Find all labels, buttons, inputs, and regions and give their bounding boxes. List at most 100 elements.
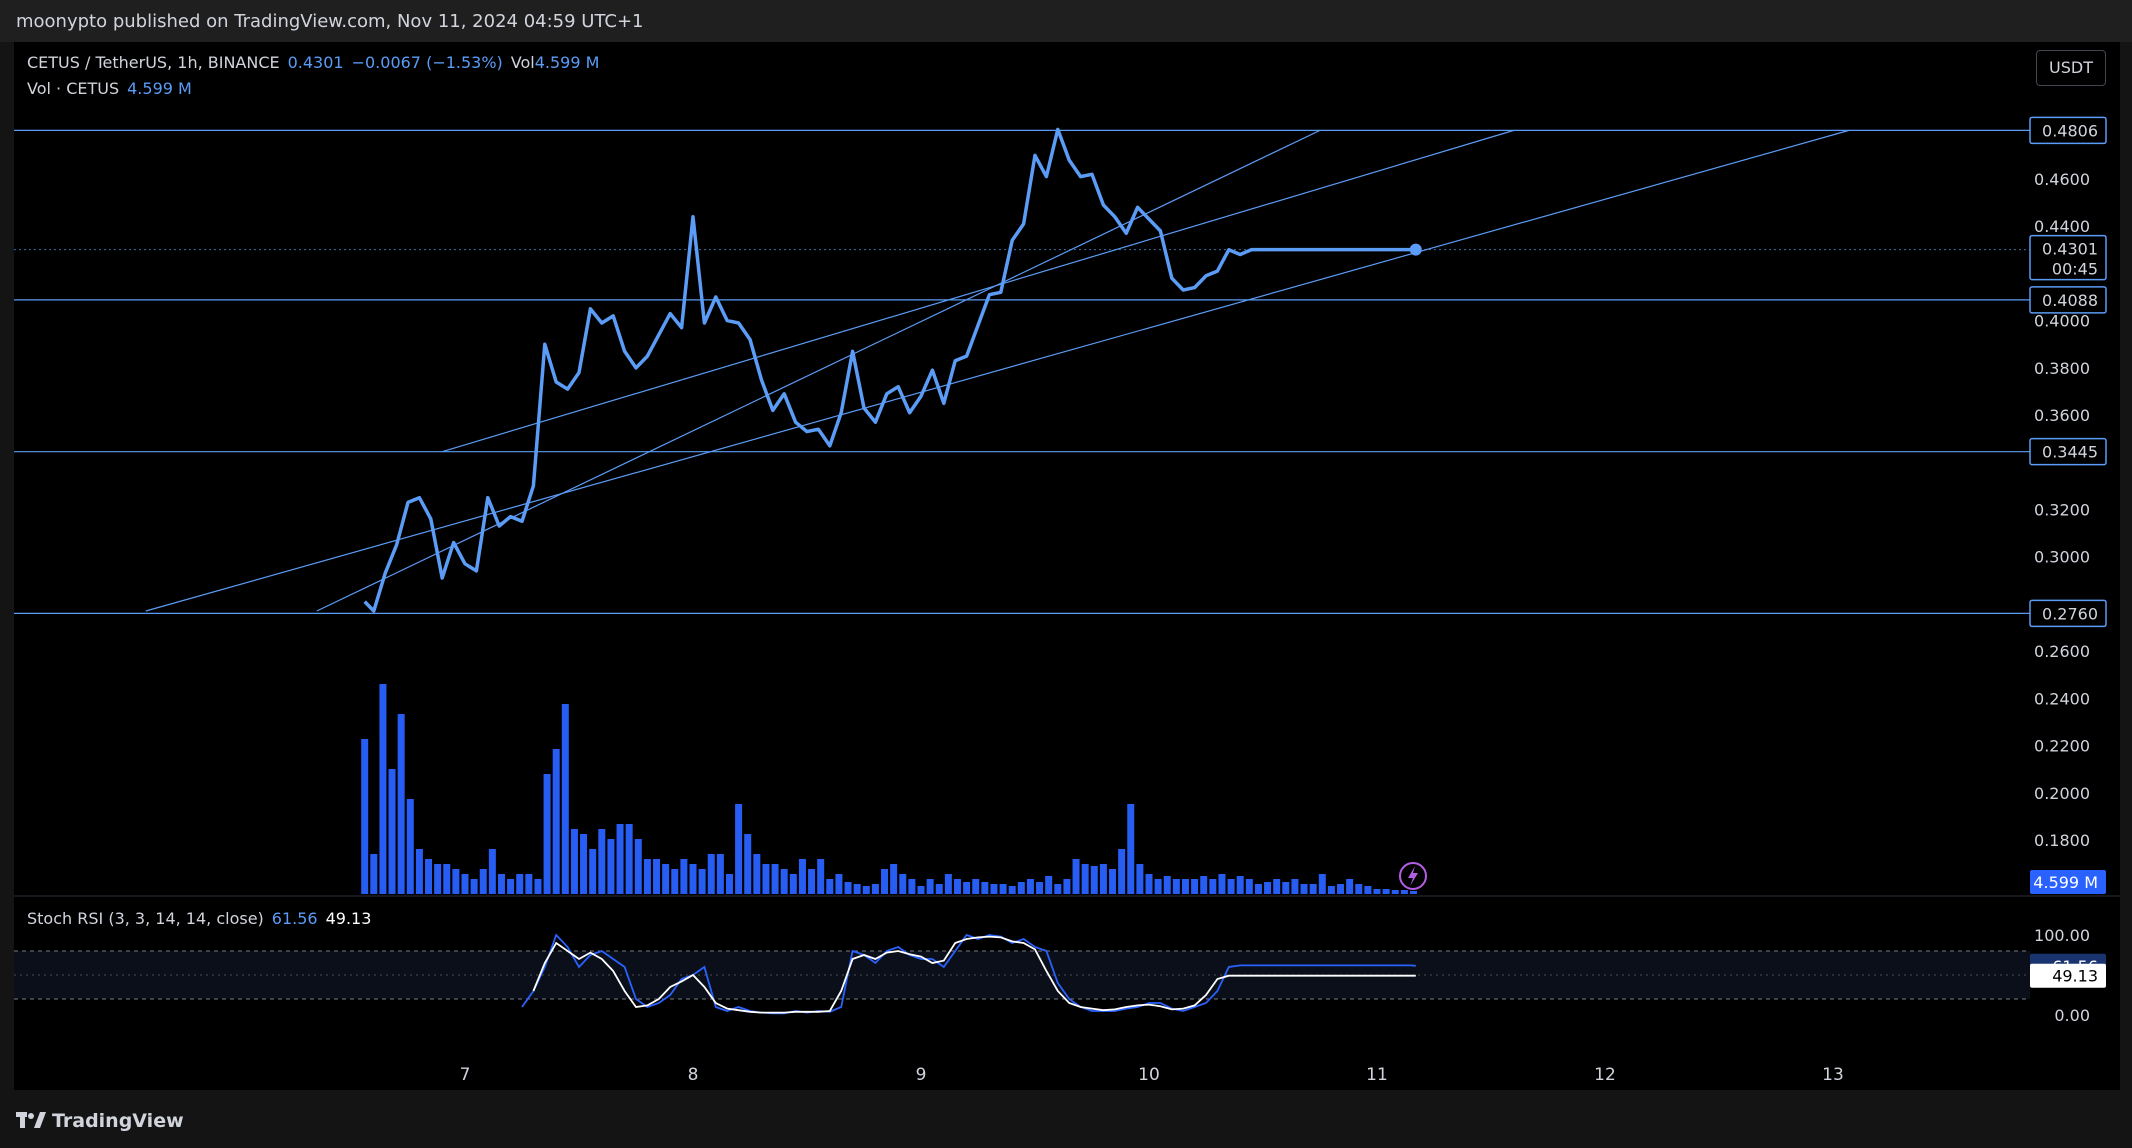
stoch-axis-tick: 0.00 [2054, 1006, 2090, 1025]
volume-bar [789, 874, 797, 894]
symbol-name[interactable]: CETUS / TetherUS, 1h, BINANCE [27, 53, 280, 72]
volume-bar [1209, 879, 1217, 894]
time-axis-tick: 13 [1822, 1065, 1844, 1085]
volume-bar [926, 879, 934, 894]
volume-bar [908, 879, 916, 894]
volume-bar [415, 849, 423, 894]
vol-row-label[interactable]: Vol · CETUS [27, 79, 120, 98]
volume-bar [561, 704, 569, 894]
volume-bar [1400, 890, 1408, 894]
volume-bar [917, 886, 925, 894]
volume-bar [379, 684, 387, 894]
level-price-label: 0.4806 [2042, 121, 2098, 140]
volume-bar [634, 839, 642, 894]
volume-bar [735, 804, 743, 894]
volume-bar [370, 854, 378, 894]
channel-trend-line [145, 129, 1850, 612]
volume-bar [1045, 876, 1053, 894]
price-axis-tick: 0.3000 [2034, 548, 2090, 567]
currency-button[interactable]: USDT [2036, 50, 2106, 86]
volume-bar [1382, 889, 1390, 894]
volume-bar [516, 874, 524, 894]
time-axis-tick: 7 [460, 1065, 471, 1085]
volume-bar [497, 874, 505, 894]
volume-bar [990, 884, 998, 894]
vol-label: Vol [510, 53, 535, 72]
volume-legend: Vol · CETUS 4.599 M [27, 79, 200, 98]
volume-bar [1227, 879, 1235, 894]
volume-bar [1337, 884, 1345, 894]
volume-bar [452, 869, 460, 894]
volume-bar [643, 859, 651, 894]
volume-bar [780, 869, 788, 894]
tradingview-brand[interactable]: TradingView [16, 1110, 184, 1133]
volume-bar [1136, 864, 1144, 894]
volume-bar [972, 879, 980, 894]
volume-bar [552, 749, 560, 894]
volume-bar [1364, 886, 1372, 894]
chart-area[interactable] [14, 42, 2120, 1090]
volume-bar [844, 882, 852, 894]
volume-bar [406, 799, 414, 894]
volume-bar [1327, 886, 1335, 894]
price-axis-tick: 0.3600 [2034, 406, 2090, 425]
stoch-legend: Stoch RSI (3, 3, 14, 14, close) 61.56 49.1… [27, 909, 379, 928]
price-axis-tick: 0.4000 [2034, 312, 2090, 331]
volume-bar [479, 869, 487, 894]
volume-bar [1300, 884, 1308, 894]
lightning-bolt-icon [1408, 866, 1418, 886]
volume-bar [625, 824, 633, 894]
time-axis-tick: 9 [916, 1065, 927, 1085]
stoch-d-value: 49.13 [325, 909, 372, 928]
volume-bar [1054, 884, 1062, 894]
tradingview-logo-icon [16, 1111, 46, 1133]
volume-bar [725, 874, 733, 894]
volume-bar [671, 869, 679, 894]
volume-bar [534, 879, 542, 894]
stoch-k-line [521, 933, 1416, 1015]
volume-bar [963, 882, 971, 894]
volume-bar [744, 834, 752, 894]
price-axis-tick: 0.2400 [2034, 689, 2090, 708]
stoch-label[interactable]: Stoch RSI (3, 3, 14, 14, close) [27, 909, 264, 928]
volume-bar [826, 879, 834, 894]
volume-bar [425, 859, 433, 894]
volume-bar [570, 829, 578, 894]
volume-bar [981, 882, 989, 894]
volume-current-label: 4.599 M [2033, 873, 2098, 892]
volume-bar [753, 854, 761, 894]
volume-bar [1309, 884, 1317, 894]
level-price-label-box [2029, 286, 2107, 314]
volume-bar [808, 869, 816, 894]
volume-bar [589, 849, 597, 894]
price-axis-tick: 0.3200 [2034, 501, 2090, 520]
volume-bar [1118, 849, 1126, 894]
vol-value: 4.599 M [534, 53, 600, 72]
symbol-legend: CETUS / TetherUS, 1h, BINANCE 0.4301 −0.00… [27, 53, 607, 72]
volume-bar [507, 879, 515, 894]
price-axis-tick: 0.4400 [2034, 217, 2090, 236]
channel-trend-line [316, 129, 1321, 612]
volume-bar [835, 874, 843, 894]
channel-trend-line [442, 129, 1514, 453]
volume-bar [1291, 879, 1299, 894]
volume-bar [397, 714, 405, 894]
volume-bar [1145, 874, 1153, 894]
price-axis-tick: 0.3800 [2034, 359, 2090, 378]
price-axis-tick: 0.2600 [2034, 642, 2090, 661]
volume-label-box [2030, 870, 2106, 894]
volume-bar [443, 864, 451, 894]
time-axis-tick: 11 [1366, 1065, 1388, 1085]
volume-bar [1090, 866, 1098, 894]
volume-bar [1026, 879, 1034, 894]
lightning-icon [1399, 862, 1427, 890]
volume-bar [1245, 879, 1253, 894]
vol-row-value: 4.599 M [127, 79, 192, 98]
stoch-value-label: 49.13 [2052, 967, 2098, 986]
volume-bar [434, 864, 442, 894]
volume-bar [1191, 879, 1199, 894]
volume-bar [716, 854, 724, 894]
volume-bar [1163, 876, 1171, 894]
volume-bar [1355, 884, 1363, 894]
